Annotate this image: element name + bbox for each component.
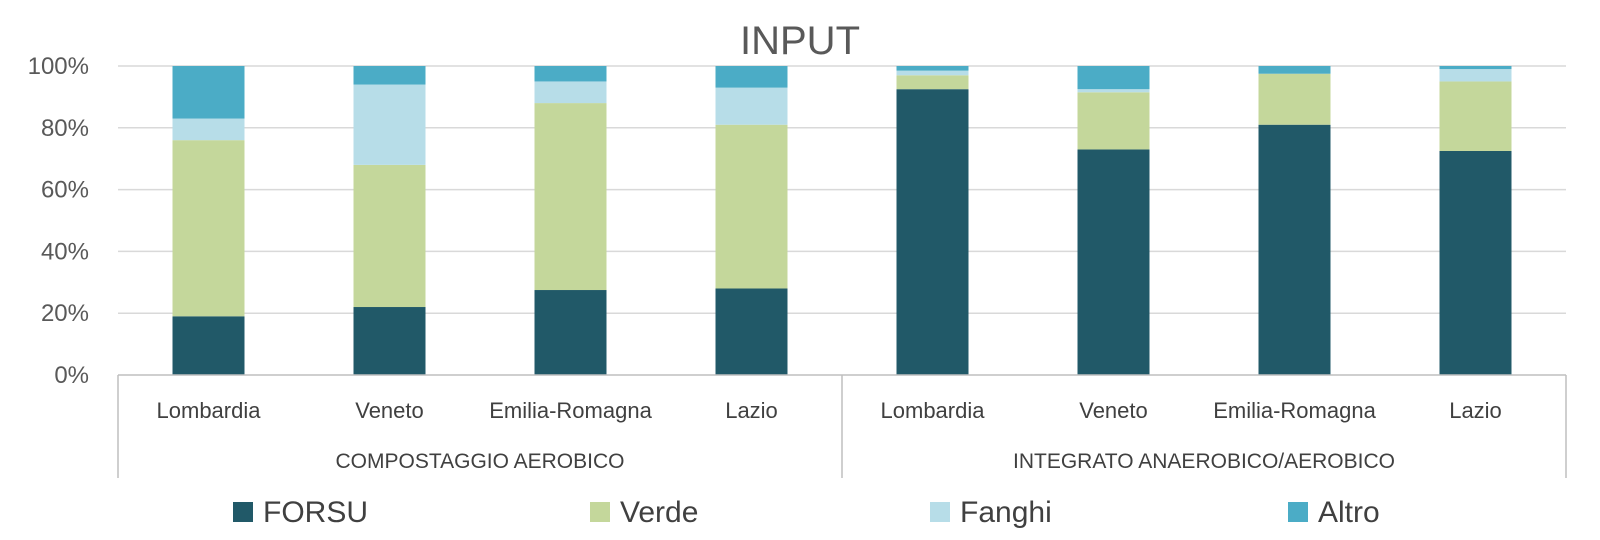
bar-forsu (896, 89, 969, 376)
bar-altro (534, 66, 607, 82)
bar-altro (1077, 66, 1150, 90)
legend: FORSU Verde Fanghi Altro (233, 496, 1380, 529)
bar-fanghi (172, 118, 245, 141)
category-label: Veneto (1079, 398, 1148, 423)
legend-label: Altro (1318, 496, 1380, 529)
legend-item-verde: Verde (590, 496, 698, 529)
category-label: Emilia-Romagna (1213, 398, 1376, 423)
y-tick-label: 80% (41, 115, 89, 142)
y-tick-label: 0% (54, 362, 89, 389)
chart-title: INPUT (740, 19, 860, 63)
bar-altro (172, 66, 245, 119)
bar-fanghi (534, 81, 607, 104)
bar-forsu (172, 316, 245, 375)
bar-verde (1077, 92, 1150, 150)
category-label: Lazio (725, 398, 778, 423)
bar-forsu (534, 290, 607, 375)
group-label: COMPOSTAGGIO AEROBICO (336, 450, 625, 473)
bar-verde (353, 164, 426, 308)
legend-label: FORSU (263, 496, 368, 529)
legend-label: Verde (620, 496, 698, 529)
y-tick-label: 100% (28, 53, 89, 80)
legend-item-forsu: FORSU (233, 496, 368, 529)
category-label: Lazio (1449, 398, 1502, 423)
bar-altro (715, 66, 788, 88)
legend-swatch (233, 502, 253, 522)
y-axis-ticks: 0% 20% 40% 60% 80% 100% (28, 53, 89, 389)
legend-item-fanghi: Fanghi (930, 496, 1052, 529)
category-label: Lombardia (881, 398, 986, 423)
x-axis: Lombardia Veneto Emilia-Romagna Lazio COMPOS… (117, 374, 1567, 478)
bar-verde (715, 124, 788, 289)
group-label: INTEGRATO ANAEROBICO/AEROBICO (1013, 450, 1395, 473)
bar-verde (534, 103, 607, 291)
bar-altro (1439, 66, 1512, 70)
bar-verde (896, 75, 969, 90)
y-tick-label: 40% (41, 238, 89, 265)
bar-altro (1258, 66, 1331, 74)
bar-altro (896, 66, 969, 71)
bar-forsu (715, 288, 788, 375)
y-tick-label: 60% (41, 177, 89, 204)
legend-swatch (1288, 502, 1308, 522)
bar-fanghi (896, 70, 969, 76)
legend-item-altro: Altro (1288, 496, 1380, 529)
bar-fanghi (1077, 89, 1150, 93)
bars (172, 66, 1512, 376)
bar-fanghi (1439, 69, 1512, 82)
category-label: Veneto (355, 398, 424, 423)
bar-verde (172, 140, 245, 317)
bar-verde (1439, 81, 1512, 151)
bar-fanghi (715, 87, 788, 125)
gridlines (118, 65, 1566, 314)
legend-label: Fanghi (960, 496, 1052, 529)
category-label: Lombardia (157, 398, 262, 423)
bar-forsu (1077, 149, 1150, 375)
bar-verde (1258, 73, 1331, 125)
bar-forsu (353, 307, 426, 375)
legend-swatch (590, 502, 610, 522)
category-label: Emilia-Romagna (489, 398, 652, 423)
bar-forsu (1258, 124, 1331, 376)
legend-swatch (930, 502, 950, 522)
bar-altro (353, 66, 426, 85)
bar-forsu (1439, 150, 1512, 375)
y-tick-label: 20% (41, 300, 89, 327)
bar-fanghi (353, 84, 426, 165)
